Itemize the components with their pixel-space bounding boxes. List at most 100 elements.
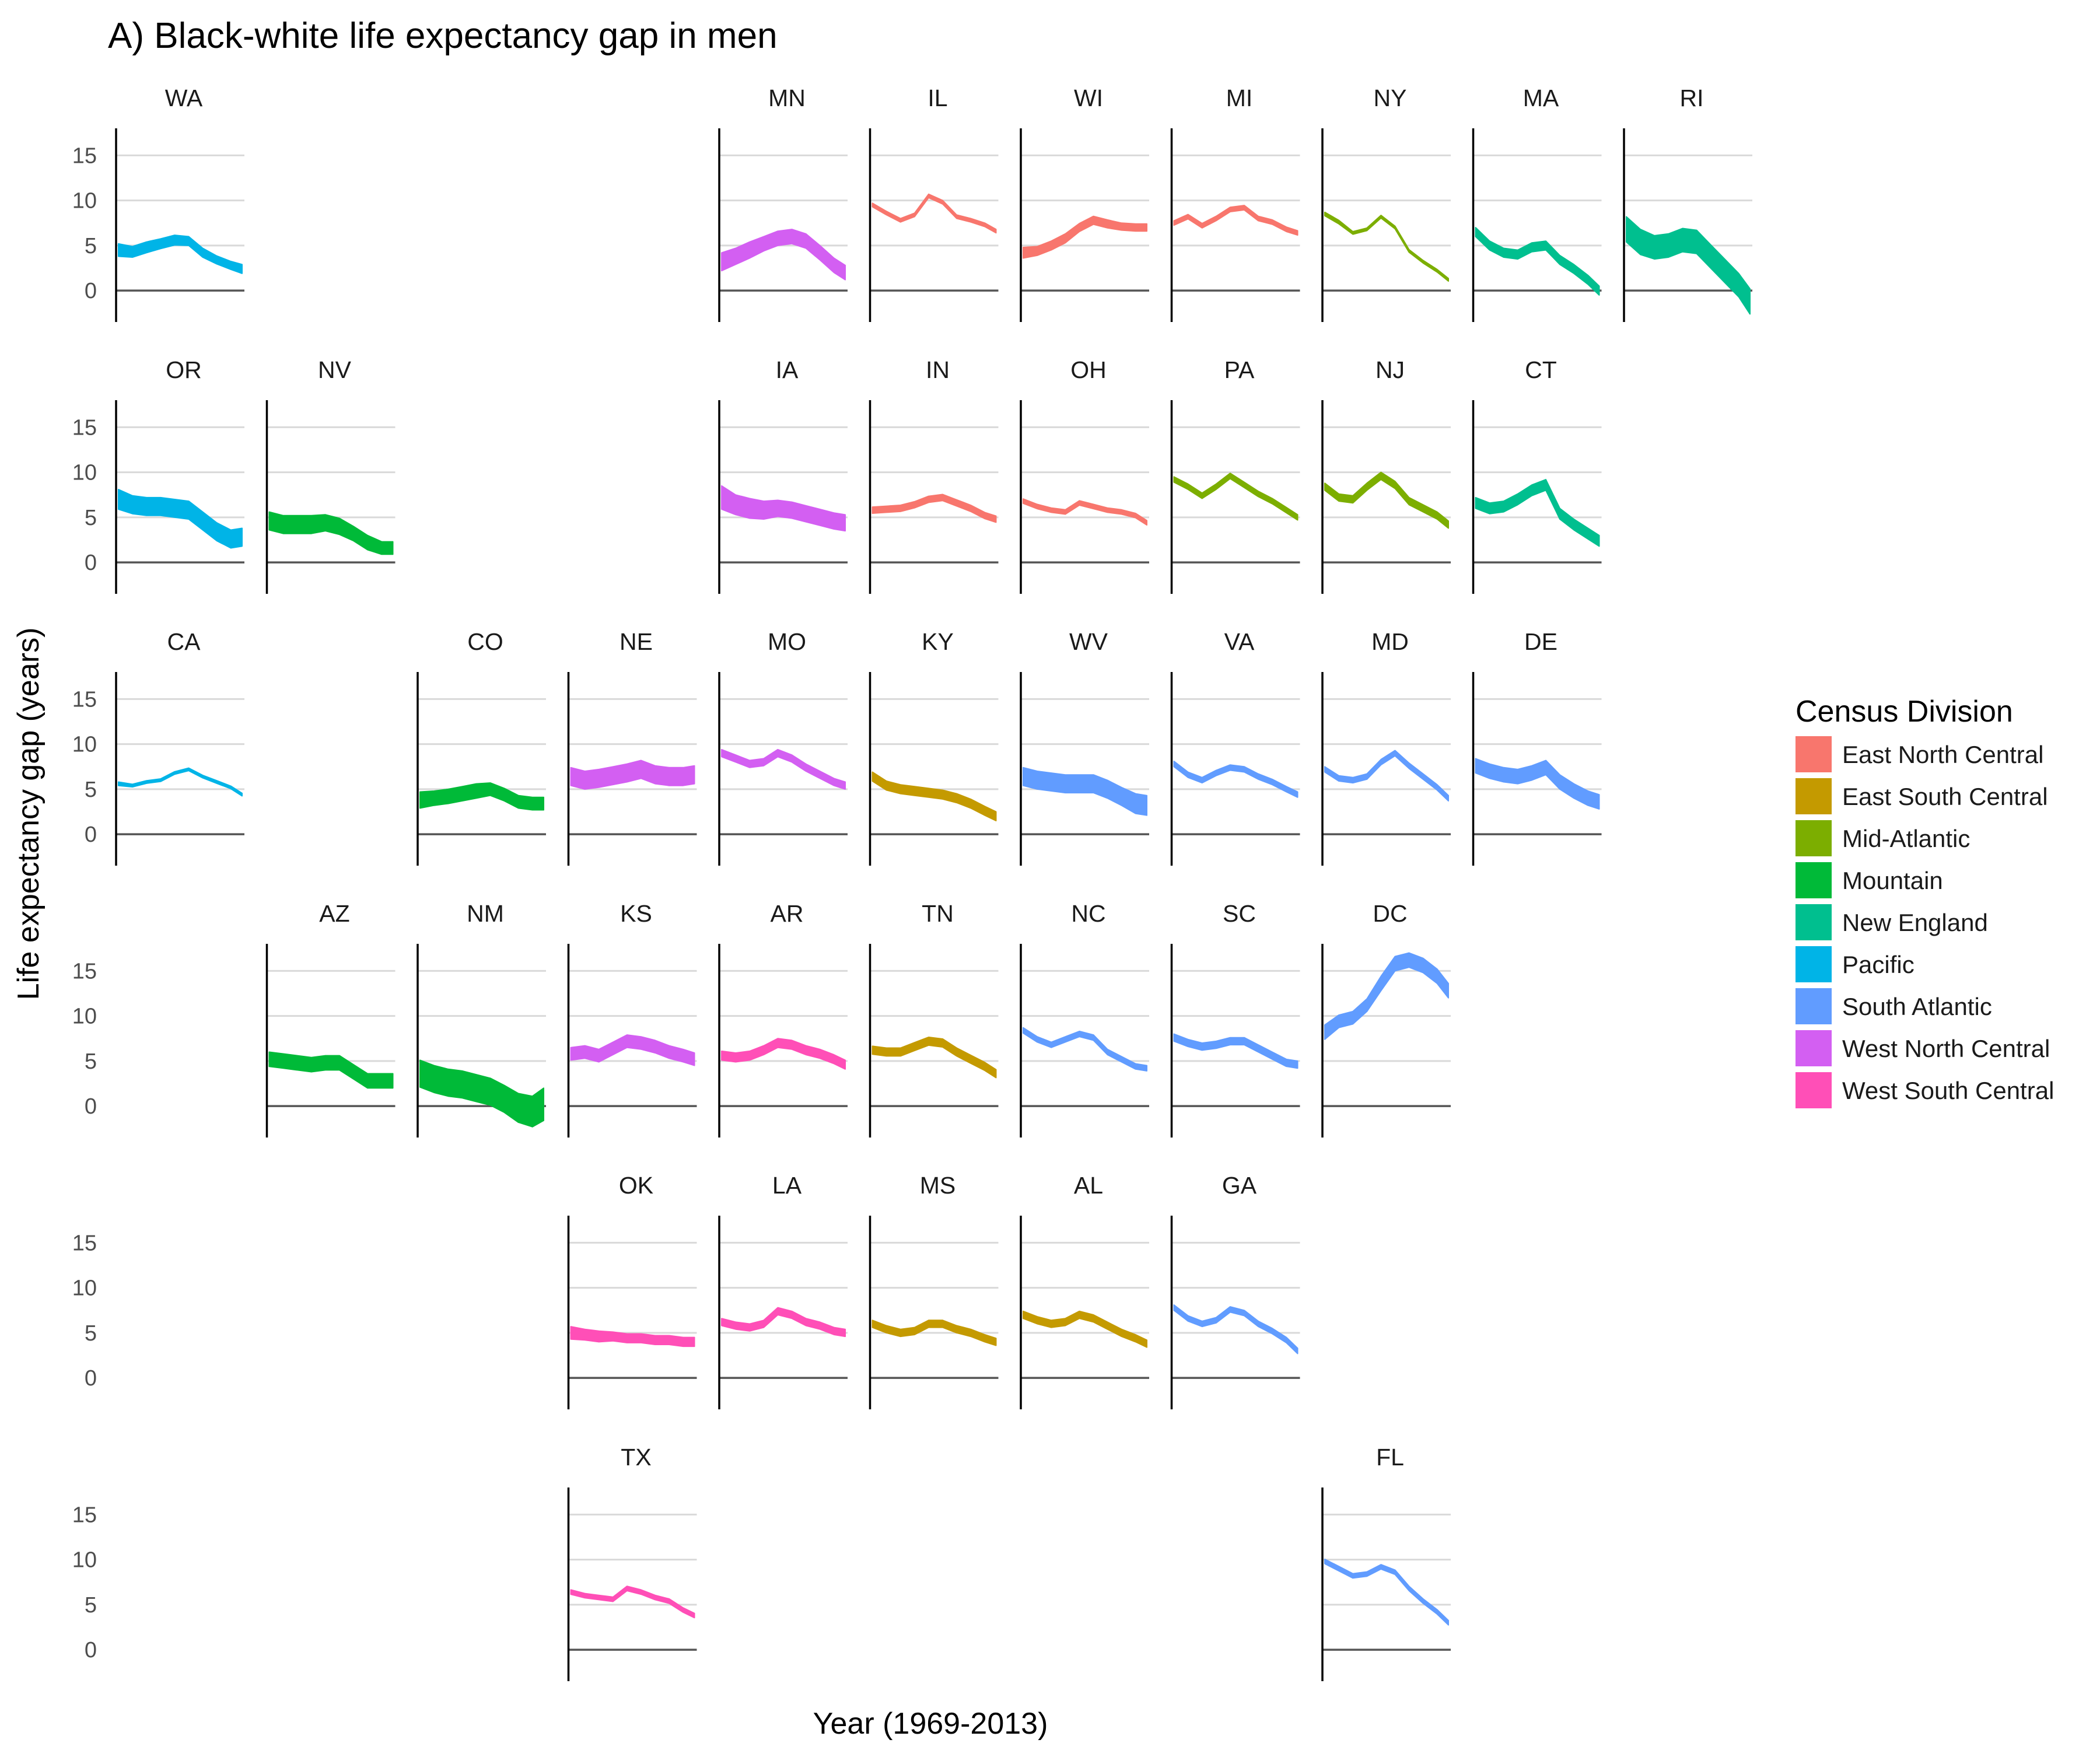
y-tick-label: 15 [72,1231,97,1255]
panel-tn: TN [869,900,999,1138]
legend-label: East South Central [1842,783,2048,810]
series-ribbon-ca [118,767,243,797]
series-ribbon-ma [1475,227,1600,296]
panel-label: CA [167,628,201,655]
series-ribbon-nv [268,511,394,555]
panel-va: VA [1170,628,1300,866]
panel-nv: NV [265,356,396,594]
panel-label: OR [166,356,202,383]
panel-label: NE [620,628,653,655]
legend-label: Mid-Atlantic [1842,825,1970,852]
series-ribbon-il [872,193,997,234]
y-tick-label: 10 [72,461,97,485]
legend-label: Mountain [1842,867,1943,894]
panel-label: SC [1223,900,1256,927]
panel-label: AZ [319,900,349,927]
legend-key [1796,820,1832,856]
panel-label: WV [1069,628,1108,655]
y-tick-label: 15 [72,415,97,440]
y-tick-label: 5 [85,1593,97,1618]
y-tick-label: 0 [85,279,97,303]
panel-label: AL [1074,1172,1103,1199]
y-tick-label: 15 [72,687,97,712]
panel-label: WI [1074,85,1103,111]
series-ribbon-tx [570,1586,695,1619]
panel-ia: IA [718,356,848,594]
panel-label: IN [926,356,950,383]
series-ribbon-sc [1173,1033,1298,1069]
series-ribbon-va [1173,761,1298,798]
legend-key [1796,862,1832,898]
y-tick-label: 10 [72,189,97,214]
legend-key [1796,1072,1832,1108]
panel-ri: RI [1623,85,1752,322]
panel-co: CO [416,628,546,866]
series-ribbon-fl [1324,1558,1449,1626]
panel-label: MA [1523,85,1559,111]
legend-key [1796,946,1832,982]
panel-label: WA [165,85,203,111]
panel-label: NM [467,900,504,927]
panel-label: NV [318,356,352,383]
panel-label: RI [1680,85,1704,111]
legend-label: South Atlantic [1842,993,1992,1020]
panel-mi: MI [1170,85,1300,322]
panel-label: DE [1524,628,1558,655]
y-tick-label: 5 [85,506,97,530]
series-ribbon-ne [570,760,695,790]
panel-ny: NY [1321,85,1451,322]
y-tick-label: 5 [85,234,97,258]
series-ribbon-de [1475,758,1600,810]
panel-label: CT [1525,356,1557,383]
series-ribbon-wa [118,235,243,274]
series-ribbon-dc [1324,952,1449,1040]
series-ribbon-al [1023,1310,1147,1348]
series-ribbon-md [1324,750,1449,802]
panel-ga: GA [1170,1172,1300,1409]
panel-label: KS [620,900,652,927]
series-ribbon-in [872,494,997,523]
y-tick-label: 10 [72,733,97,757]
series-ribbon-ms [872,1320,997,1346]
panel-label: NY [1374,85,1407,111]
panel-de: DE [1472,628,1602,866]
legend-title: Census Division [1796,695,2013,729]
panel-mn: MN [718,85,848,322]
legend-key [1796,1030,1832,1066]
panel-label: MN [768,85,806,111]
y-tick-label: 5 [85,1049,97,1074]
panel-label: NC [1071,900,1105,927]
legend: Census Division East North Central East S… [1796,695,2054,1108]
panel-ne: NE [567,628,697,866]
legend-label: West South Central [1842,1077,2054,1104]
series-ribbon-mo [721,748,846,790]
panel-la: LA [718,1172,848,1409]
panel-fl: FL [1321,1444,1451,1681]
panel-ok: OK [567,1172,697,1409]
panel-ma: MA [1472,85,1602,322]
panel-nm: NM [416,900,546,1138]
series-ribbon-tn [872,1037,997,1079]
panel-label: MO [768,628,806,655]
series-ribbon-az [268,1051,394,1089]
panel-ar: AR [718,900,848,1138]
y-tick-label: 10 [72,1005,97,1029]
y-tick-label: 15 [72,144,97,168]
panel-wv: WV [1020,628,1149,866]
panel-label: CO [467,628,503,655]
panel-md: MD [1321,628,1451,866]
panel-label: TN [922,900,954,927]
y-tick-label: 5 [85,1321,97,1346]
panel-tx: TX [567,1444,697,1681]
panel-ct: CT [1472,356,1602,594]
series-ribbon-ga [1173,1304,1298,1354]
panel-wi: WI [1020,85,1149,322]
panel-nj: NJ [1321,356,1451,594]
series-ribbon-ks [570,1034,695,1066]
series-ribbon-mn [721,229,846,281]
panel-nc: NC [1020,900,1149,1138]
series-ribbon-ia [721,485,846,532]
series-ribbon-co [419,782,544,811]
panel-wa: WA [115,85,244,322]
